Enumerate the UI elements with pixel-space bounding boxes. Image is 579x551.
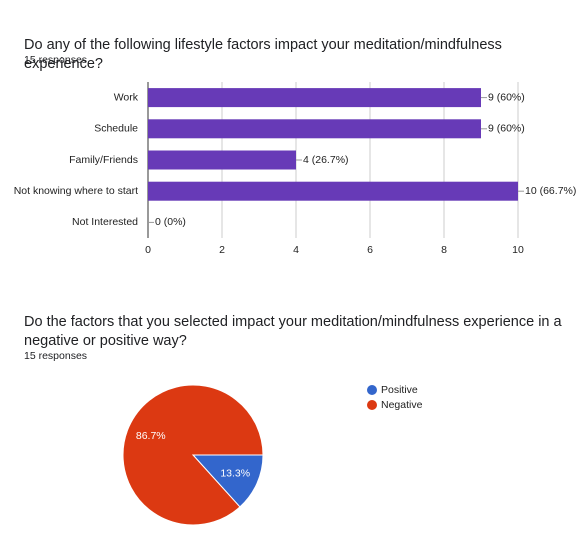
legend-marker [367, 400, 377, 410]
chart-title: Do any of the following lifestyle factor… [24, 37, 502, 72]
legend-label: Negative [381, 399, 423, 411]
chart-title: Do the factors that you selected impact … [24, 314, 562, 349]
y-tick-label: Work [114, 91, 139, 103]
pie-slice [191, 454, 264, 508]
y-tick-label: Not Interested [72, 216, 138, 228]
value-label: 9 (60%) [488, 91, 525, 103]
x-tick-label: 10 [512, 244, 524, 256]
bar [148, 119, 481, 139]
bar [148, 150, 296, 170]
x-tick-label: 0 [145, 244, 151, 256]
pie-slice [122, 384, 264, 526]
y-tick-label: Schedule [94, 123, 138, 135]
chart-subtitle: 15 responses [24, 54, 88, 66]
x-tick-label: 2 [219, 244, 225, 256]
legend-label: Positive [381, 384, 418, 396]
value-label: 0 (0%) [155, 216, 186, 228]
chart-subtitle: 15 responses [24, 350, 88, 362]
bar [148, 181, 518, 201]
value-label: 9 (60%) [488, 123, 525, 135]
y-tick-label: Not knowing where to start [14, 185, 138, 197]
y-tick-label: Family/Friends [69, 154, 138, 166]
value-label: 4 (26.7%) [303, 154, 349, 166]
x-tick-label: 6 [367, 244, 373, 256]
legend-marker [367, 385, 377, 395]
slice-label: 13.3% [220, 468, 250, 480]
bar [148, 88, 481, 108]
value-label: 10 (66.7%) [525, 185, 576, 197]
slice-label: 86.7% [136, 430, 166, 442]
x-tick-label: 8 [441, 244, 447, 256]
x-tick-label: 4 [293, 244, 299, 256]
